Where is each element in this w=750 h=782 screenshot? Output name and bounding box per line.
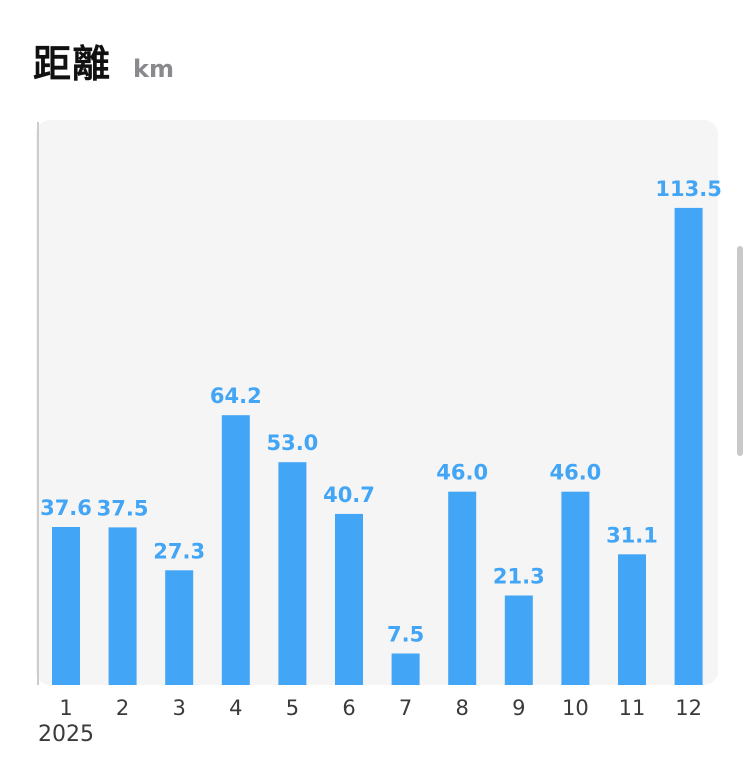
bar-value-label: 46.0 bbox=[436, 461, 488, 485]
bar-value-label: 53.0 bbox=[266, 431, 318, 455]
chart-title: 距離 bbox=[33, 42, 112, 86]
bar-month-8[interactable] bbox=[448, 491, 477, 685]
chart-panel bbox=[36, 120, 718, 685]
x-tick-label: 10 bbox=[562, 696, 589, 720]
x-tick-label: 6 bbox=[342, 696, 355, 720]
bar-month-4[interactable] bbox=[221, 415, 250, 685]
x-tick-label: 12 bbox=[675, 696, 702, 720]
bar-month-3[interactable] bbox=[165, 570, 194, 685]
x-tick-label: 11 bbox=[619, 696, 646, 720]
chart-header: 距離 km bbox=[33, 33, 174, 88]
bar-month-7[interactable] bbox=[391, 653, 420, 686]
x-tick-label: 1 bbox=[59, 696, 72, 720]
bar-value-label: 7.5 bbox=[387, 623, 424, 647]
bar-value-label: 46.0 bbox=[549, 461, 601, 485]
x-tick-label: 4 bbox=[229, 696, 242, 720]
bar-value-label: 64.2 bbox=[210, 384, 262, 408]
x-tick-label: 9 bbox=[512, 696, 525, 720]
x-tick-label: 8 bbox=[456, 696, 469, 720]
x-tick-label: 7 bbox=[399, 696, 412, 720]
bar-month-1[interactable] bbox=[52, 527, 80, 685]
bar-value-label: 113.5 bbox=[655, 177, 721, 201]
bar-month-11[interactable] bbox=[618, 554, 646, 685]
vertical-scrollbar[interactable] bbox=[737, 246, 743, 456]
bar-month-6[interactable] bbox=[335, 513, 363, 685]
bar-value-label: 21.3 bbox=[493, 565, 545, 589]
x-axis-year-label: 2025 bbox=[38, 722, 94, 747]
bar-value-label: 37.6 bbox=[40, 496, 92, 520]
bar-month-12[interactable] bbox=[674, 207, 703, 685]
bar-value-label: 37.5 bbox=[97, 496, 149, 520]
x-tick-label: 5 bbox=[286, 696, 299, 720]
bar-value-label: 27.3 bbox=[153, 539, 205, 563]
bar-month-2[interactable] bbox=[108, 527, 137, 685]
x-tick-label: 2 bbox=[116, 696, 129, 720]
bar-month-9[interactable] bbox=[504, 595, 533, 686]
bar-value-label: 31.1 bbox=[606, 523, 658, 547]
chart-unit: km bbox=[133, 55, 174, 83]
x-tick-label: 3 bbox=[173, 696, 186, 720]
bar-value-label: 40.7 bbox=[323, 483, 375, 507]
bar-month-10[interactable] bbox=[561, 491, 590, 685]
bar-month-5[interactable] bbox=[278, 462, 307, 685]
